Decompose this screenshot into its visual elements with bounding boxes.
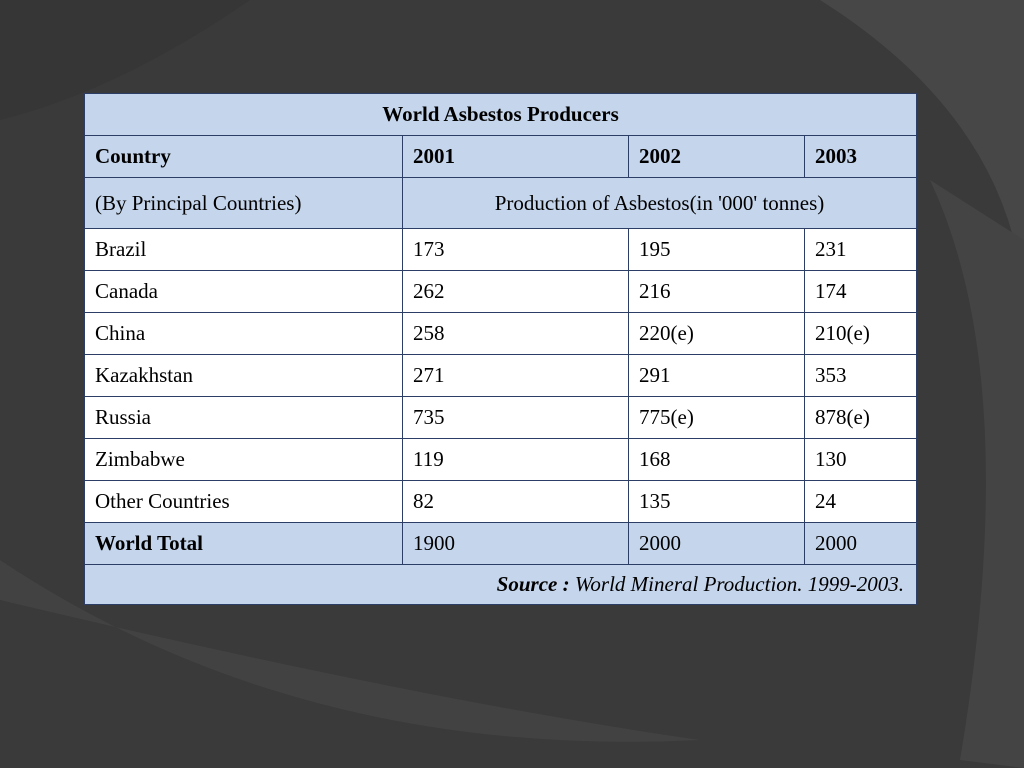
total-2001-cell: 1900 — [402, 522, 629, 565]
value-2001-cell: 735 — [402, 396, 629, 439]
value-2002-cell: 168 — [628, 438, 805, 481]
principal-countries-label: (By Principal Countries) — [84, 177, 403, 229]
table-row: Zimbabwe 119 168 130 — [84, 438, 918, 481]
country-cell: Canada — [84, 270, 403, 313]
value-2001-cell: 258 — [402, 312, 629, 355]
country-cell: China — [84, 312, 403, 355]
value-2003-cell: 353 — [803, 354, 918, 397]
value-2002-cell: 195 — [628, 228, 805, 271]
value-2001-cell: 173 — [402, 228, 629, 271]
value-2001-cell: 119 — [402, 438, 629, 481]
value-2002-cell: 291 — [628, 354, 805, 397]
country-header: Country — [84, 135, 403, 178]
header-row: Country 2001 2002 2003 — [84, 135, 918, 178]
year-2002-header: 2002 — [628, 135, 805, 178]
value-2002-cell: 135 — [628, 480, 805, 523]
table-title: World Asbestos Producers — [83, 93, 918, 136]
country-cell: Brazil — [84, 228, 403, 271]
value-2003-cell: 174 — [803, 270, 918, 313]
value-2003-cell: 210(e) — [803, 312, 918, 355]
country-cell: Zimbabwe — [84, 438, 403, 481]
asbestos-producers-table: World Asbestos Producers Country 2001 20… — [83, 93, 918, 605]
value-2003-cell: 24 — [803, 480, 918, 523]
year-2001-header: 2001 — [402, 135, 629, 178]
source-text: World Mineral Production. 1999-2003. — [574, 572, 905, 596]
total-2003-cell: 2000 — [803, 522, 918, 565]
table-row: Kazakhstan 271 291 353 — [84, 354, 918, 397]
country-cell: Kazakhstan — [84, 354, 403, 397]
value-2001-cell: 82 — [402, 480, 629, 523]
world-total-label: World Total — [84, 522, 403, 565]
value-2002-cell: 216 — [628, 270, 805, 313]
subheader-row: (By Principal Countries) Production of A… — [84, 177, 918, 229]
value-2003-cell: 878(e) — [803, 396, 918, 439]
source-note: Source : World Mineral Production. 1999-… — [83, 564, 918, 605]
total-2002-cell: 2000 — [628, 522, 805, 565]
table-row: Brazil 173 195 231 — [84, 228, 918, 271]
source-row: Source : World Mineral Production. 1999-… — [83, 564, 918, 605]
table-row: China 258 220(e) 210(e) — [84, 312, 918, 355]
country-cell: Russia — [84, 396, 403, 439]
value-2003-cell: 130 — [803, 438, 918, 481]
world-total-row: World Total 1900 2000 2000 — [84, 522, 918, 565]
title-row: World Asbestos Producers — [83, 93, 918, 136]
country-cell: Other Countries — [84, 480, 403, 523]
value-2002-cell: 220(e) — [628, 312, 805, 355]
table-row: Other Countries 82 135 24 — [84, 480, 918, 523]
production-unit-label: Production of Asbestos(in '000' tonnes) — [401, 177, 918, 229]
table-row: Canada 262 216 174 — [84, 270, 918, 313]
value-2001-cell: 262 — [402, 270, 629, 313]
year-2003-header: 2003 — [803, 135, 918, 178]
value-2003-cell: 231 — [803, 228, 918, 271]
table-row: Russia 735 775(e) 878(e) — [84, 396, 918, 439]
value-2001-cell: 271 — [402, 354, 629, 397]
source-label: Source : — [496, 572, 570, 596]
value-2002-cell: 775(e) — [628, 396, 805, 439]
